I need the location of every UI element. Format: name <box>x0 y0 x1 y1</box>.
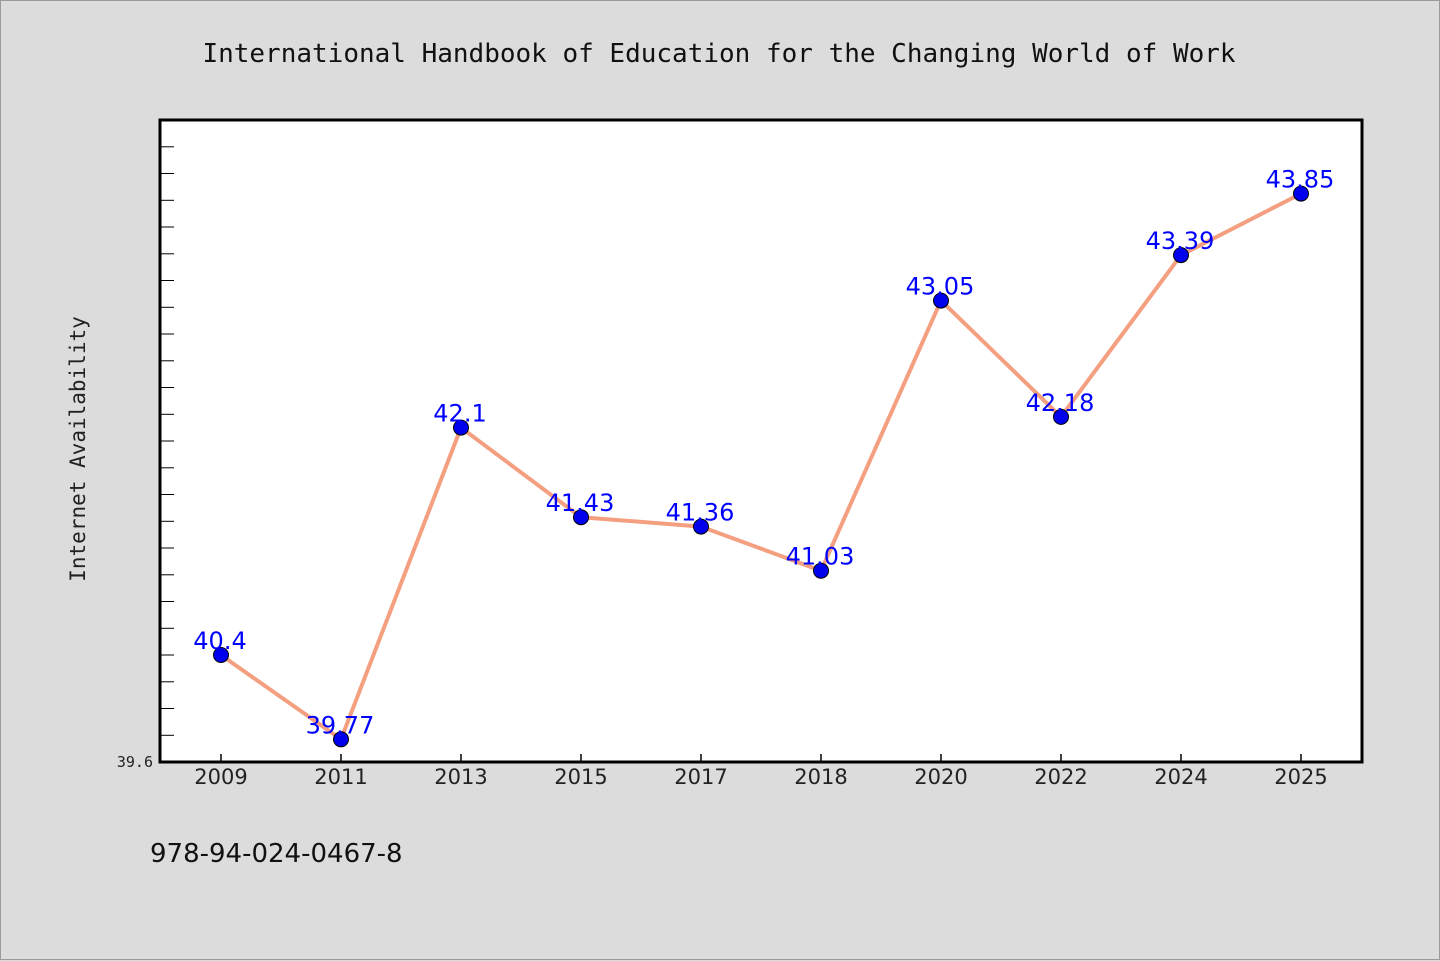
data-point <box>1293 185 1309 202</box>
data-label: 40.4 <box>193 627 246 655</box>
data-label: 43.85 <box>1266 166 1335 194</box>
x-tick-label: 2022 <box>1034 765 1087 789</box>
data-point <box>213 647 229 663</box>
y-axis-label: Internet Availability <box>66 316 90 582</box>
data-point <box>333 731 349 748</box>
series-line-group <box>219 191 1303 742</box>
isbn-footer: 978-94-024-0467-8 <box>150 839 403 869</box>
x-tick-label: 2018 <box>794 765 847 789</box>
plot-area <box>158 118 1364 764</box>
x-tick-label: 2011 <box>314 765 367 789</box>
x-tick-label: 2013 <box>434 765 487 789</box>
data-label: 41.43 <box>546 489 615 517</box>
data-label: 43.39 <box>1146 227 1215 255</box>
y-axis-minor-ticks <box>160 146 174 736</box>
data-point <box>573 509 589 526</box>
y-tick-label: 39.6 <box>117 753 153 771</box>
x-tick-label: 2015 <box>554 765 607 789</box>
data-label: 41.36 <box>666 499 735 527</box>
x-tick-label: 2020 <box>914 765 967 789</box>
data-point <box>453 419 469 436</box>
series-line <box>219 191 1303 742</box>
data-labels: 40.4 39.77 42.1 41.43 41.36 41.03 43.05 42.18 43… <box>193 166 1334 740</box>
data-markers <box>213 185 1309 748</box>
data-label: 41.03 <box>786 543 855 571</box>
x-tick-label: 2025 <box>1274 765 1327 789</box>
x-tick-label: 2009 <box>194 765 247 789</box>
data-label: 43.05 <box>906 273 975 301</box>
data-label: 42.18 <box>1026 389 1095 417</box>
data-point <box>933 292 949 309</box>
x-axis-ticks: 2009 2011 2013 2015 2017 2018 2020 2022 2024 2025 <box>194 754 1328 789</box>
data-point <box>693 518 709 535</box>
x-tick-label: 2024 <box>1154 765 1207 789</box>
data-label: 42.1 <box>433 400 486 428</box>
x-tick-label: 2017 <box>674 765 727 789</box>
data-point <box>813 562 829 579</box>
data-point <box>1173 247 1189 264</box>
data-label: 39.77 <box>306 711 375 739</box>
data-point <box>1053 408 1069 425</box>
chart-title: International Handbook of Education for … <box>202 39 1235 69</box>
